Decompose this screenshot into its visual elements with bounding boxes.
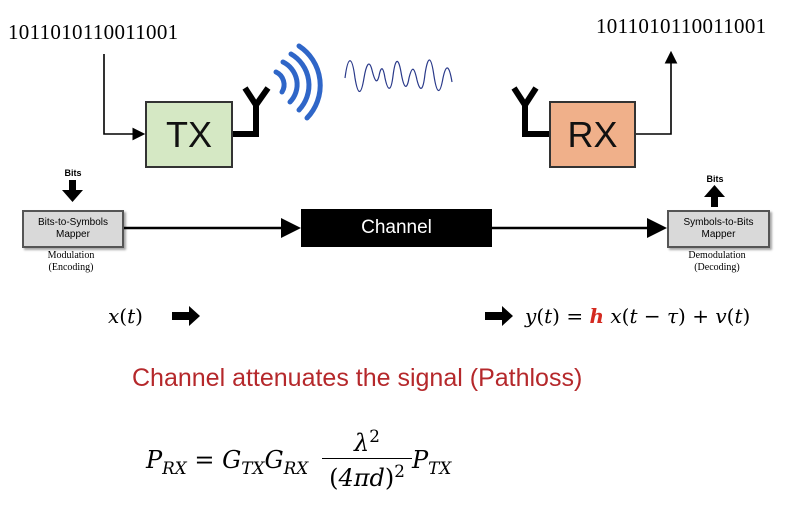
radio-waves-icon: [273, 43, 323, 121]
demodulation-caption-line1: Demodulation: [688, 250, 746, 261]
eq-ptx-sub: TX: [428, 457, 452, 478]
output-block-arrow-icon: [485, 306, 513, 326]
pathloss-ptx: PTX: [412, 446, 451, 478]
eq-lambda: λ: [354, 429, 370, 457]
tx-bits-connector: [103, 54, 146, 141]
eq-4pid: 4πd: [338, 464, 385, 492]
eq-x: x: [108, 304, 120, 328]
symbols-to-bits-mapper: Symbols-to-Bits Mapper: [667, 210, 770, 248]
eq-prx-P: P: [146, 446, 163, 474]
channel-block: Channel: [301, 209, 492, 247]
rx-bits-label: Bits: [706, 174, 724, 184]
tx-bits-label: Bits: [64, 168, 82, 178]
rx-bits-connector: [634, 50, 678, 135]
tx-block: TX: [145, 101, 233, 168]
demodulation-caption-line2: (Decoding): [694, 262, 740, 273]
pathloss-fraction: λ2 (4πd)2: [322, 426, 412, 492]
rx-antenna-icon: [511, 86, 549, 137]
modulation-caption: Modulation (Encoding): [18, 250, 124, 274]
eq-y-t: t: [544, 304, 553, 328]
modulation-caption-line1: Modulation: [47, 250, 95, 261]
eq-x-out: x: [610, 304, 622, 328]
eq-t: t: [127, 304, 136, 328]
eq-grx-G: G: [264, 446, 284, 474]
fraction-denominator: (4πd)2: [329, 461, 405, 492]
eq-lambda-exp: 2: [369, 426, 380, 446]
tx-bits-down-arrow-icon: [62, 180, 83, 202]
eq-prx-sub: RX: [162, 457, 187, 478]
tx-mapper-line1: Bits-to-Symbols: [37, 217, 108, 228]
pathloss-lhs: PRX = GTXGRX: [146, 446, 309, 478]
rx-mapper-line1: Symbols-to-Bits: [683, 217, 754, 228]
eq-grx-sub: RX: [283, 457, 309, 478]
rx-bits-up-arrow-icon: [704, 185, 725, 207]
eq-noise-t: t: [734, 304, 743, 328]
fraction-numerator: λ2: [322, 426, 412, 457]
bits-to-symbols-mapper: Bits-to-Symbols Mapper: [22, 210, 124, 248]
fraction-bar: [322, 458, 412, 459]
eq-delay-arg: t − τ: [629, 304, 679, 328]
input-signal-equation: x(t): [108, 304, 143, 328]
pathloss-headline: Channel attenuates the signal (Pathloss): [132, 364, 583, 392]
eq-y: y: [525, 304, 537, 328]
rx-bitstream: 1011010110011001: [596, 14, 767, 38]
demodulation-caption: Demodulation (Decoding): [662, 250, 772, 274]
tx-antenna-icon: [232, 86, 271, 137]
input-block-arrow-icon: [172, 306, 200, 326]
output-signal-equation: y(t) = h x(t − τ) + v(t): [525, 304, 751, 328]
rx-mapper-line2: Mapper: [701, 229, 736, 240]
tx-bitstream: 1011010110011001: [8, 20, 179, 44]
signal-wave-icon: [344, 59, 453, 93]
tx-mapper-line2: Mapper: [56, 229, 90, 240]
eq-ptx-P: P: [412, 446, 429, 474]
eq-noise-v: v: [715, 304, 727, 328]
eq-gtx-sub: TX: [241, 457, 265, 478]
eq-channel-gain-h: h: [589, 304, 604, 328]
modulation-caption-line2: (Encoding): [48, 262, 94, 273]
eq-den-exp: 2: [394, 461, 405, 481]
rx-block: RX: [549, 101, 636, 168]
eq-gtx-G: G: [222, 446, 242, 474]
